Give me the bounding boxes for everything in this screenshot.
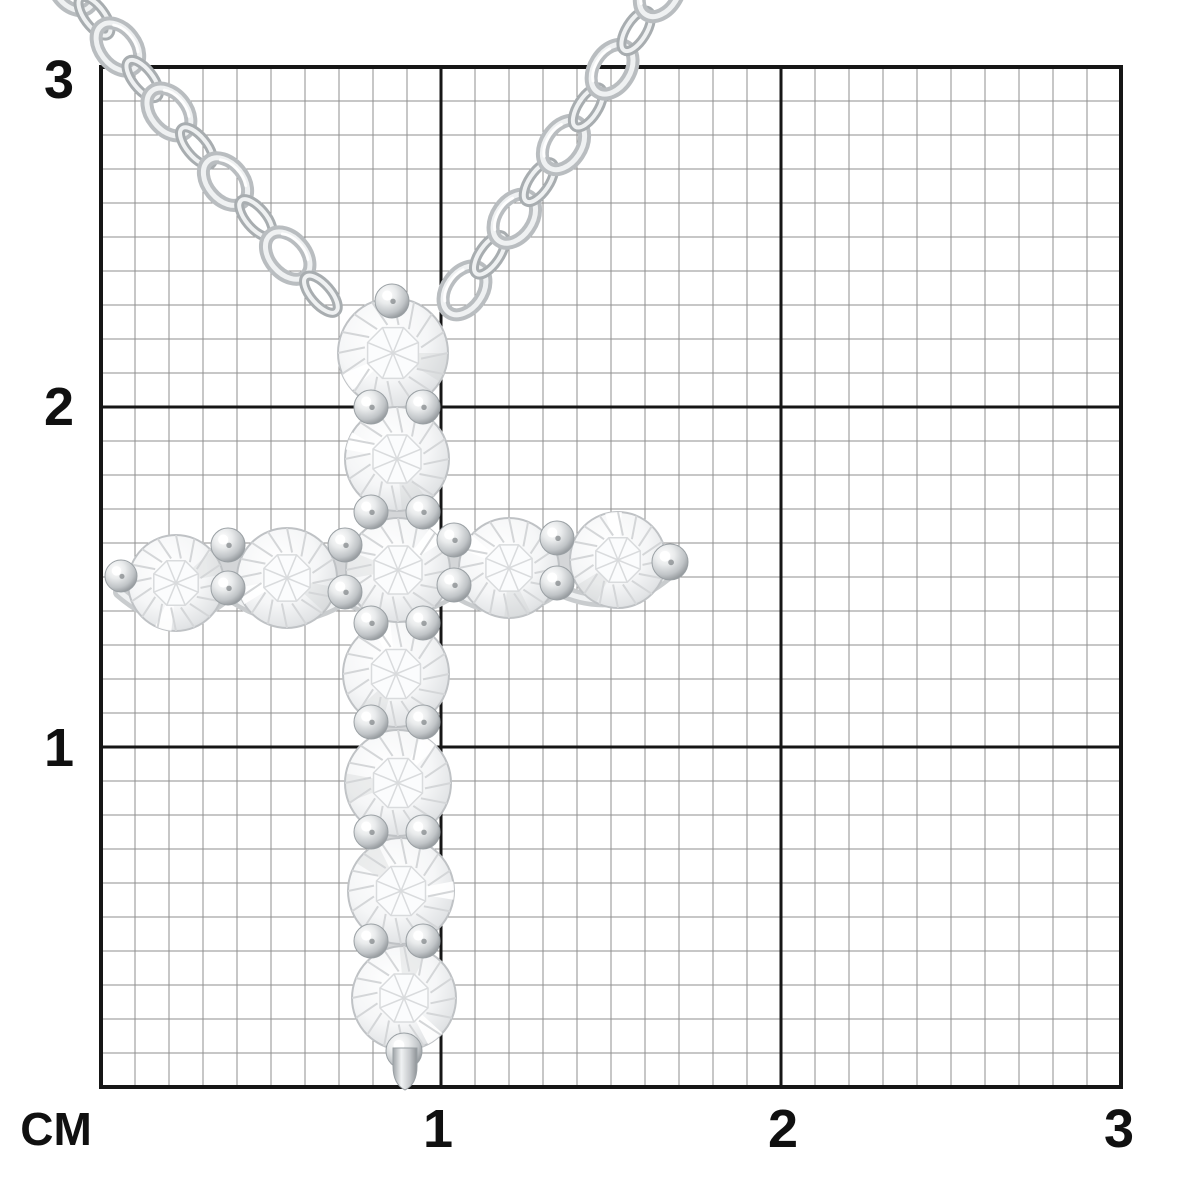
diamond-stone — [344, 729, 452, 837]
prong-bead — [353, 704, 389, 740]
y-axis-label: 3 — [44, 50, 74, 110]
y-axis-label: 2 — [44, 377, 74, 437]
prong-bead — [436, 522, 472, 558]
cross-stones — [127, 297, 667, 1051]
prong-bead — [405, 704, 441, 740]
chain-link — [632, 0, 688, 24]
prong-bead — [405, 389, 441, 425]
prong-bead — [327, 574, 363, 610]
cross-pendant — [104, 283, 689, 1091]
ruler-labels: 3 2 1 1 2 3 CM — [20, 50, 1134, 1159]
pendant-tip — [392, 1047, 418, 1091]
prong-bead — [353, 814, 389, 850]
diamond-stone — [236, 527, 338, 629]
prong-bead — [104, 559, 138, 593]
prong-bead — [353, 923, 389, 959]
x-axis-label: 3 — [1104, 1099, 1134, 1159]
prong-bead — [405, 605, 441, 641]
prong-beads — [104, 283, 689, 1070]
diamond-stone — [351, 945, 457, 1051]
measurement-grid — [99, 65, 1123, 1089]
diamond-stone — [127, 534, 225, 632]
chain-link — [535, 113, 592, 177]
prong-bead — [210, 570, 246, 606]
chain-link — [44, 0, 101, 18]
chain-link — [73, 0, 116, 41]
prong-bead — [353, 494, 389, 530]
prong-bead — [405, 494, 441, 530]
chain-link — [140, 81, 198, 143]
necklace-chain — [44, 0, 688, 322]
prong-bead — [353, 605, 389, 641]
chain-link — [89, 16, 147, 78]
x-axis-label: 2 — [768, 1099, 798, 1159]
diamond-stone — [347, 837, 455, 945]
unit-label: CM — [20, 1103, 92, 1155]
prong-bead — [405, 923, 441, 959]
prong-bead — [436, 567, 472, 603]
prong-bead — [539, 520, 575, 556]
diamond-stone — [344, 406, 450, 512]
prong-bead — [374, 283, 410, 319]
chain-left — [44, 0, 343, 318]
chain-link — [486, 187, 543, 250]
prong-bead — [539, 565, 575, 601]
y-axis-label: 1 — [44, 718, 74, 778]
diamond-stone — [569, 511, 667, 609]
chain-link — [436, 259, 493, 322]
prong-bead — [327, 527, 363, 563]
prong-bead — [405, 814, 441, 850]
chain-link — [121, 54, 164, 104]
diamond-stone — [345, 517, 451, 623]
diamond-stone — [458, 517, 560, 619]
x-axis-label: 1 — [423, 1099, 453, 1159]
chain-link — [299, 270, 343, 318]
chain-right — [436, 0, 688, 322]
prong-bead — [210, 527, 246, 563]
prong-bead — [651, 543, 689, 581]
grid-border — [99, 65, 1123, 1089]
prong-bead — [353, 389, 389, 425]
